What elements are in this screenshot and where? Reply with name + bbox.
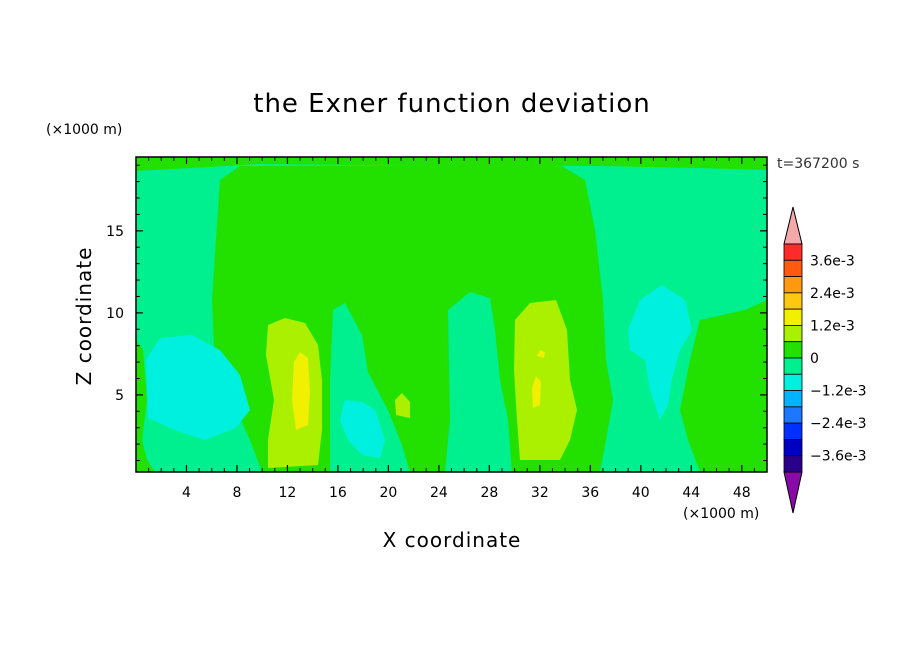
x-tick-label: 28 [480, 485, 498, 501]
x-tick-label: 12 [279, 485, 297, 501]
x-tick-label: 4 [182, 485, 191, 501]
region-right-positive-core [532, 376, 541, 408]
colorbar-label: 0 [810, 351, 819, 367]
region-left-edge-positive [136, 340, 155, 472]
x-tick-label: 32 [531, 485, 549, 501]
x-tick-label: 48 [733, 485, 751, 501]
region-right-positive-maximum [514, 300, 577, 460]
colorbar-label: 1.2e-3 [810, 318, 855, 334]
colorbar-box [783, 276, 803, 294]
region-small-positive-blob [395, 393, 410, 418]
region-center-left-negative [340, 400, 385, 458]
region-left-positive-core [292, 352, 310, 430]
colorbar-label: −3.6e-3 [810, 449, 867, 465]
region-right-positive-core-top [537, 350, 545, 358]
x-tick-label: 8 [232, 485, 241, 501]
contour-field [136, 157, 767, 472]
region-top-band-positive [136, 157, 767, 171]
colorbar-label: −2.4e-3 [810, 416, 867, 432]
colorbar-box [783, 439, 803, 457]
x-unit-label: (×1000 m) [683, 506, 759, 522]
colorbar-box [783, 406, 803, 424]
colorbar-box [783, 341, 803, 359]
x-tick-label: 44 [682, 485, 700, 501]
colorbar-box [783, 357, 803, 375]
colorbar-label: −1.2e-3 [810, 384, 867, 400]
colorbar: 3.6e-3 2.4e-3 1.2e-3 0 −1.2e-3 −2.4e-3 −3.6e-3 [783, 206, 867, 514]
z-unit-label: (×1000 m) [46, 122, 122, 138]
region-center-right-negative [628, 285, 692, 420]
region-upper-positive-dome-mid2 [445, 292, 512, 472]
x-tick-label: 20 [379, 485, 397, 501]
y-tick-label: 15 [106, 224, 124, 240]
colorbar-under-arrow [783, 471, 803, 514]
colorbar-label: 2.4e-3 [810, 286, 855, 302]
x-tick-label: 36 [581, 485, 599, 501]
colorbar-box [783, 455, 803, 473]
colorbar-box [783, 373, 803, 391]
time-label: t=367200 s [777, 156, 859, 172]
x-ticks: 4 8 12 16 20 24 28 32 36 40 44 48 [148, 157, 755, 501]
colorbar-box [783, 243, 803, 261]
colorbar-over-arrow [783, 206, 803, 245]
x-tick-label: 24 [430, 485, 448, 501]
colorbar-label: 3.6e-3 [810, 253, 855, 269]
colorbar-box [783, 390, 803, 408]
chart-title: the Exner function deviation [253, 89, 651, 119]
y-tick-label: 5 [115, 388, 124, 404]
region-left-low-negative [146, 335, 250, 440]
colorbar-box [783, 259, 803, 277]
colorbar-box [783, 308, 803, 326]
region-right-column-positive [680, 300, 767, 472]
y-ticks: 5 10 15 [106, 164, 767, 462]
colorbar-box [783, 422, 803, 440]
colorbar-box [783, 292, 803, 310]
y-axis-title: Z coordinate [72, 247, 96, 386]
x-tick-label: 16 [329, 485, 347, 501]
colorbar-box [783, 325, 803, 343]
x-tick-label: 40 [632, 485, 650, 501]
y-tick-label: 10 [106, 306, 124, 322]
x-axis-title: X coordinate [383, 528, 522, 552]
